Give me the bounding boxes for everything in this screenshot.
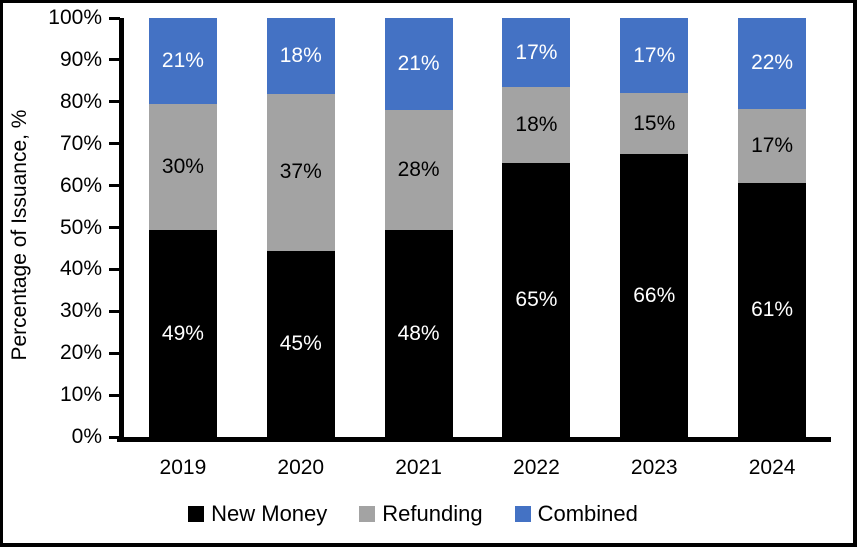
bar-value-label: 49% <box>161 321 204 345</box>
bar-2022: 65% 18% 17% <box>502 18 571 437</box>
bar-value-label: 37% <box>279 160 322 184</box>
bar-value-label: 61% <box>751 298 794 322</box>
bar-segment-2024-refunding: 17% <box>738 108 807 184</box>
y-tick-label: 10% <box>59 383 102 407</box>
legend-item-combined: Combined <box>514 501 638 527</box>
bar-value-label: 28% <box>397 158 440 182</box>
x-axis-label-2022: 2022 <box>513 456 560 479</box>
x-axis-label-2021: 2021 <box>395 456 442 479</box>
bar-value-label: 17% <box>515 40 558 64</box>
bar-segment-2019-new-money: 49% <box>148 230 217 437</box>
y-tick-label: 20% <box>59 341 102 365</box>
x-axis-label-2024: 2024 <box>748 456 796 479</box>
y-tick-label: 100% <box>48 6 102 29</box>
legend-item-refunding: Refunding <box>359 501 483 527</box>
y-tick-mark <box>109 16 120 20</box>
y-tick-mark <box>109 435 120 439</box>
legend-swatch-refunding <box>359 506 376 522</box>
legend: New Money Refunding Combined <box>3 499 823 529</box>
bar-value-label: 18% <box>279 43 322 67</box>
x-axis-label-2020: 2020 <box>277 456 325 479</box>
bar-value-label: 18% <box>515 113 558 137</box>
bar-segment-2021-new-money: 48% <box>384 230 453 437</box>
bar-segment-2023-refunding: 15% <box>620 93 689 155</box>
y-tick-label: 60% <box>59 173 102 197</box>
bar-value-label: 22% <box>751 51 794 75</box>
x-axis-label-2023: 2023 <box>630 456 678 479</box>
y-tick-label: 90% <box>59 47 102 71</box>
y-tick-mark <box>109 393 120 397</box>
bar-value-label: 45% <box>279 331 322 355</box>
legend-label: Combined <box>537 501 638 526</box>
bar-segment-2023-combined: 17% <box>620 18 689 94</box>
legend-swatch-combined <box>514 506 531 522</box>
bar-segment-2019-refunding: 30% <box>148 103 217 231</box>
y-tick-mark <box>109 100 120 104</box>
plot-area: 49% 30% 21% 45% 37% 18% 48% 28% 21% 65% 18% 17% 66% 1… <box>124 18 831 437</box>
y-tick-mark <box>109 309 120 313</box>
y-tick-label: 70% <box>59 131 102 155</box>
y-tick-label: 0% <box>71 425 102 448</box>
y-tick-mark <box>109 226 120 229</box>
bar-value-label: 48% <box>397 321 440 345</box>
bar-segment-2024-new-money: 61% <box>738 183 807 437</box>
bar-segment-2021-refunding: 28% <box>384 110 453 231</box>
legend-label: Refunding <box>382 501 483 526</box>
y-tick-mark <box>109 351 120 355</box>
bar-segment-2022-combined: 17% <box>502 18 571 88</box>
bar-segment-2024-combined: 22% <box>738 18 807 109</box>
legend-label: New Money <box>211 501 328 526</box>
bar-segment-2020-combined: 18% <box>266 18 335 94</box>
y-tick-mark <box>109 142 120 146</box>
x-axis-line <box>117 437 831 442</box>
legend-swatch-new-money <box>188 506 205 522</box>
bar-segment-2022-refunding: 18% <box>502 87 571 163</box>
bar-value-label: 15% <box>633 111 676 135</box>
y-tick-label: 30% <box>59 299 102 323</box>
y-tick-mark <box>109 184 120 188</box>
bar-2019: 49% 30% 21% <box>148 18 217 437</box>
bar-value-label: 17% <box>751 134 794 158</box>
y-tick-label: 40% <box>59 257 102 281</box>
bar-value-label: 30% <box>161 155 204 179</box>
bar-value-label: 21% <box>397 52 440 76</box>
y-tick-label: 50% <box>59 215 102 239</box>
y-tick-mark <box>109 267 120 271</box>
legend-item-new-money: New Money <box>188 501 327 527</box>
bar-segment-2019-combined: 21% <box>148 18 217 104</box>
bar-segment-2023-new-money: 66% <box>620 154 689 437</box>
y-axis-line <box>119 18 124 442</box>
bar-value-label: 17% <box>633 43 676 67</box>
bar-2023: 66% 15% 17% <box>620 18 689 437</box>
bar-value-label: 21% <box>161 48 204 72</box>
x-axis-label-2019: 2019 <box>159 456 207 479</box>
bar-2021: 48% 28% 21% <box>384 18 453 437</box>
bar-value-label: 66% <box>633 283 676 307</box>
bar-segment-2020-refunding: 37% <box>266 93 335 251</box>
bar-segment-2021-combined: 21% <box>384 18 453 111</box>
bar-2024: 61% 17% 22% <box>738 18 807 437</box>
y-tick-label: 80% <box>59 89 102 113</box>
y-tick-mark <box>109 58 120 62</box>
bar-2020: 45% 37% 18% <box>266 18 335 437</box>
bar-value-label: 65% <box>515 287 558 311</box>
bar-segment-2020-new-money: 45% <box>266 250 335 437</box>
bar-segment-2022-new-money: 65% <box>502 162 571 437</box>
